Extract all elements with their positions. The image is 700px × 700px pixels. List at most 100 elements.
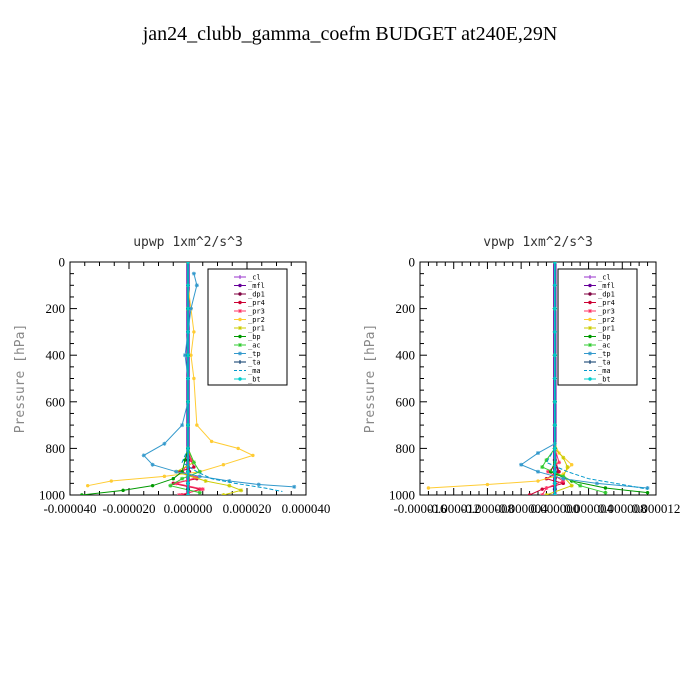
legend-entry: _dp1 — [234, 291, 265, 299]
legend-entry: _cl — [584, 274, 611, 282]
legend-label: _pr3 — [598, 308, 615, 316]
data-point — [544, 493, 549, 495]
data-point — [197, 469, 202, 474]
legend-entry: _pr3 — [584, 308, 615, 316]
legend-label: _ta — [248, 359, 261, 367]
data-point — [426, 486, 431, 490]
legend-label: _pr1 — [248, 325, 265, 333]
data-point — [174, 481, 179, 486]
legend-label: _mfl — [248, 282, 265, 290]
legend-label: _ma — [598, 367, 611, 375]
legend-label: _dp1 — [598, 291, 615, 299]
data-point — [221, 493, 226, 495]
data-point — [561, 474, 566, 479]
data-point — [553, 446, 557, 451]
data-point — [194, 475, 199, 480]
data-point — [544, 486, 549, 491]
legend-marker — [588, 309, 592, 313]
legend-entry: _bp — [234, 333, 261, 341]
x-tick-label: -0.000040 — [43, 501, 96, 516]
y-tick-label: 800 — [396, 441, 416, 456]
legend-marker — [588, 317, 592, 322]
legend-marker — [238, 275, 242, 279]
legend-marker — [238, 300, 242, 305]
x-tick-label: 0.000000 — [530, 501, 579, 516]
chart-panel-2: vpwp 1xm^2/s^3 Pressure [hPa] 0 200 400 600 80… — [363, 235, 680, 516]
data-point — [162, 474, 167, 479]
legend-marker — [238, 317, 242, 322]
y-tick-label: 600 — [46, 394, 66, 409]
legend-entry: _ma — [584, 367, 611, 375]
y-tick-label: 800 — [46, 441, 66, 456]
legend-marker — [238, 292, 242, 296]
data-point — [557, 470, 561, 474]
data-point — [180, 423, 185, 428]
legend-label: _pr1 — [598, 325, 615, 333]
data-point — [209, 439, 214, 444]
legend-label: _pr3 — [248, 308, 265, 316]
data-point — [186, 376, 190, 381]
data-point — [527, 493, 532, 495]
legend-marker — [238, 326, 242, 330]
legend-marker — [588, 275, 592, 279]
data-point — [561, 481, 565, 486]
legend-label: _tp — [598, 350, 611, 358]
series-line — [81, 262, 189, 495]
legend-entry: _pr2 — [234, 316, 265, 324]
data-point — [536, 479, 540, 483]
legend-entry: _pr1 — [584, 325, 615, 333]
legend-entry: _cl — [234, 274, 261, 282]
legend-label: _ac — [598, 342, 611, 350]
data-point — [183, 353, 188, 358]
data-point — [189, 353, 193, 357]
data-point — [546, 469, 551, 474]
legend-box — [557, 268, 638, 386]
x-tick-label: 0.000000 — [164, 501, 213, 516]
data-point — [227, 483, 232, 488]
data-point — [186, 493, 190, 495]
data-point — [553, 493, 557, 495]
legend-entry: _mfl — [584, 282, 615, 290]
data-point — [121, 488, 125, 493]
data-point — [292, 484, 297, 489]
data-point — [186, 446, 190, 451]
legend-label: _ta — [598, 359, 611, 367]
legend-entry: _pr3 — [234, 308, 265, 316]
legend-entry: _ac — [234, 342, 261, 350]
data-point — [236, 446, 240, 451]
legend-marker — [238, 283, 242, 288]
data-point — [195, 423, 199, 427]
legend-label: _bt — [248, 376, 261, 384]
x-tick-label: 0.000008 — [598, 501, 647, 516]
data-point — [150, 483, 155, 488]
y-tick-label: 400 — [46, 348, 66, 363]
legend-entry: _tp — [584, 350, 611, 358]
data-point — [557, 460, 562, 465]
data-point — [162, 441, 167, 446]
legend-entry: _mfl — [234, 282, 265, 290]
series-bt — [553, 262, 557, 495]
data-point — [553, 376, 557, 381]
legend-marker — [238, 309, 242, 313]
data-point — [203, 479, 208, 484]
data-point — [186, 262, 190, 264]
legend-label: _ac — [248, 342, 261, 350]
data-point — [256, 482, 261, 487]
y-tick-label: 1000 — [389, 488, 415, 503]
legend-label: _dp1 — [248, 291, 265, 299]
legend-box — [207, 268, 288, 386]
data-point — [645, 490, 650, 495]
data-point — [561, 476, 566, 481]
data-point — [553, 481, 557, 486]
data-point — [186, 283, 190, 287]
data-point — [561, 479, 566, 484]
data-point — [80, 493, 84, 495]
data-point — [221, 463, 226, 467]
data-point — [192, 330, 196, 334]
data-point — [186, 353, 190, 357]
y-tick-label: 1000 — [39, 488, 65, 503]
data-point — [569, 483, 574, 488]
y-tick-label: 400 — [396, 348, 416, 363]
data-point — [570, 463, 574, 467]
legend-entry: _ma — [234, 367, 261, 375]
